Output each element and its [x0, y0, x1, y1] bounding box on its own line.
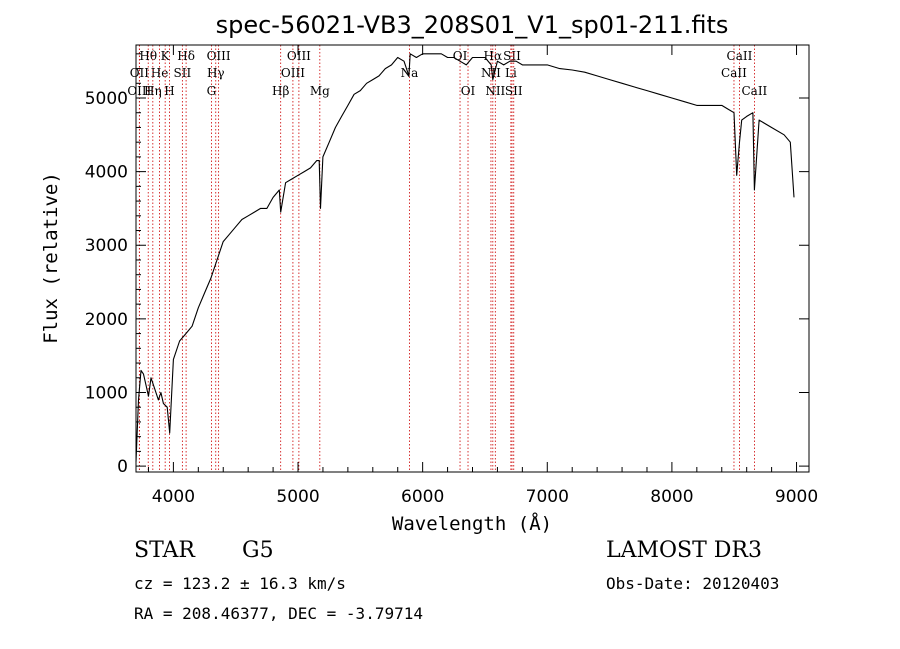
x-tick-label-5: 9000 — [775, 487, 818, 507]
y-tick-label-2: 2000 — [85, 310, 128, 330]
line-label-4: Hη — [144, 84, 162, 98]
line-label-12: Hβ — [272, 84, 289, 98]
line-label-13: OIII — [287, 49, 311, 63]
x-tick-label-2: 6000 — [401, 487, 444, 507]
survey-label: LAMOST DR3 — [606, 538, 762, 563]
y-tick-label-3: 3000 — [85, 236, 128, 256]
line-label-8: Hδ — [177, 49, 195, 63]
line-label-2: OIII — [127, 84, 151, 98]
y-tick-label-0: 0 — [117, 457, 128, 477]
line-label-19: NII — [481, 66, 501, 80]
line-label-27: CaII — [741, 84, 767, 98]
x-tick-label-3: 7000 — [526, 487, 569, 507]
obs-date-text: Obs-Date: 20120403 — [606, 574, 780, 593]
x-tick-label-4: 8000 — [650, 487, 693, 507]
y-tick-label-1: 1000 — [85, 383, 128, 403]
line-label-20: Hα — [484, 49, 503, 63]
line-label-10: Hγ — [207, 66, 225, 80]
chart-title: spec-56021-VB3_208S01_V1_sp01-211.fits — [216, 11, 729, 39]
line-label-11: G — [207, 84, 217, 98]
line-label-7: SII — [174, 66, 192, 80]
line-label-0: Hθ — [139, 49, 157, 63]
subclass-label: G5 — [242, 538, 274, 563]
line-label-24: SII — [505, 84, 523, 98]
redshift-text: cz = 123.2 ± 16.3 km/s — [134, 574, 346, 593]
y-tick-label-5: 5000 — [85, 89, 128, 109]
line-label-5: K — [161, 49, 171, 63]
y-axis-ticks: 0 1000 2000 3000 4000 5000 — [85, 53, 809, 477]
ra-dec-text: RA = 208.46377, DEC = -3.79714 — [134, 604, 423, 623]
class-label: STAR — [134, 538, 195, 563]
y-axis-label: Flux (relative) — [40, 172, 62, 344]
line-label-23: Li — [505, 66, 517, 80]
line-label-9: OIII — [207, 49, 231, 63]
plot-frame — [135, 44, 810, 473]
x-tick-label-1: 5000 — [276, 487, 319, 507]
x-tick-label-0: 4000 — [152, 487, 195, 507]
line-label-22: SII — [503, 49, 521, 63]
series-layer — [135, 53, 795, 462]
series-line-0 — [135, 53, 795, 462]
line-label-14: OIII — [281, 66, 305, 80]
line-label-3: He — [151, 66, 169, 80]
line-label-26: CaII — [721, 66, 747, 80]
line-label-21: NII — [485, 84, 505, 98]
line-label-6: H — [164, 84, 174, 98]
y-tick-label-4: 4000 — [85, 163, 128, 183]
line-label-15: Mg — [310, 84, 330, 98]
line-label-25: CaII — [727, 49, 753, 63]
x-axis-label: Wavelength (Å) — [392, 512, 552, 535]
line-label-18: OI — [461, 84, 476, 98]
x-axis-ticks: 4000 5000 6000 7000 8000 9000 — [147, 45, 818, 507]
